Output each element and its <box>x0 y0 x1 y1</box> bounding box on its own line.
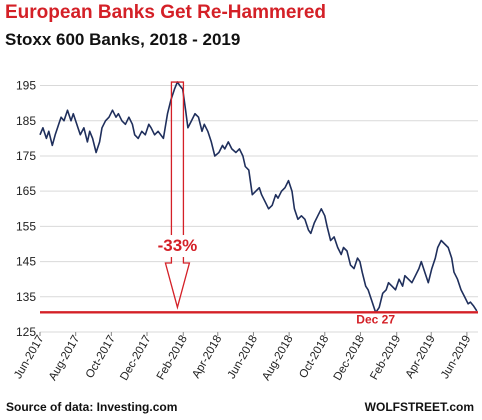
x-tick-label: Oct-2017 <box>84 334 118 381</box>
annotation-layer: -33% Dec 27 <box>40 81 478 327</box>
arrow-label-backdrop <box>153 235 202 258</box>
y-tick-label: 165 <box>16 184 36 198</box>
low-date-label: Dec 27 <box>356 313 395 327</box>
x-tick-label: Oct-2018 <box>297 334 331 381</box>
x-axis-ticks: Jun-2017 Aug-2017 Oct-2017 Dec-2017 Feb-2018… <box>12 332 473 383</box>
chart-title: European Banks Get Re-Hammered <box>5 2 326 23</box>
series-layer <box>39 81 478 314</box>
decline-percent-label: -33% <box>158 236 198 255</box>
y-tick-label: 195 <box>16 79 36 93</box>
x-tick-label: Aug-2018 <box>260 334 295 383</box>
source-note: Source of data: Investing.com <box>6 400 178 414</box>
x-tick-label: Apr-2018 <box>190 334 224 381</box>
y-tick-label: 185 <box>16 114 36 128</box>
x-tick-label: Dec-2017 <box>118 334 153 383</box>
x-tick-label: Jun-2018 <box>226 334 260 382</box>
y-tick-label: 125 <box>16 325 36 339</box>
x-tick-label: Apr-2019 <box>404 334 438 381</box>
y-tick-label: 135 <box>16 290 36 304</box>
x-tick-label: Feb-2018 <box>155 334 190 383</box>
y-tick-label: 155 <box>16 219 36 233</box>
x-tick-label: Aug-2017 <box>47 334 82 383</box>
x-tick-label: Dec-2018 <box>332 334 367 383</box>
brand-label: WOLFSTREET.com <box>364 400 474 414</box>
y-axis-ticks: 125 135 145 155 165 175 185 195 <box>16 79 36 339</box>
x-tick-label: Jun-2019 <box>439 333 473 381</box>
y-tick-label: 175 <box>16 149 36 163</box>
decline-arrow <box>164 81 191 310</box>
x-tick-label: Feb-2019 <box>368 334 403 383</box>
x-tick-label: Jun-2017 <box>12 334 46 382</box>
series-line <box>39 81 478 314</box>
chart-subtitle: Stoxx 600 Banks, 2018 - 2019 <box>5 30 241 49</box>
gridlines <box>40 85 478 333</box>
y-tick-label: 145 <box>16 255 36 269</box>
